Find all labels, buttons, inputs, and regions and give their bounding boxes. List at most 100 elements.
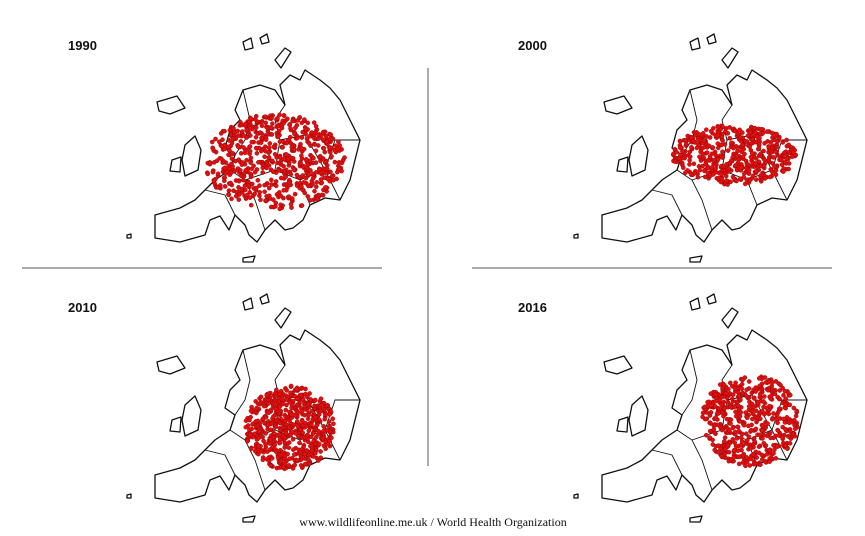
case-dot <box>299 120 305 126</box>
case-dot <box>735 148 740 154</box>
case-dot <box>775 420 780 426</box>
case-dot <box>781 393 786 398</box>
case-dot <box>248 116 254 122</box>
case-dot <box>241 145 246 150</box>
case-dot <box>714 422 720 428</box>
case-dot <box>312 130 318 136</box>
case-dot <box>302 403 307 409</box>
case-dot <box>748 446 754 451</box>
case-dot <box>328 132 333 137</box>
case-dot <box>771 155 776 160</box>
case-dot <box>758 462 763 467</box>
case-dot <box>791 150 796 156</box>
case-dot <box>767 430 773 436</box>
case-dot <box>757 432 763 438</box>
case-dot <box>248 160 253 165</box>
case-dot <box>685 133 690 139</box>
case-dot <box>715 124 721 130</box>
case-dot <box>713 415 718 420</box>
case-dot <box>309 422 314 428</box>
case-dot <box>722 451 728 457</box>
case-dot <box>717 382 723 387</box>
case-dot <box>242 121 248 127</box>
case-dot <box>744 139 750 144</box>
case-dot <box>311 454 316 459</box>
case-dot <box>749 401 755 407</box>
case-dot <box>258 140 264 146</box>
case-dot <box>207 161 213 166</box>
case-dot <box>752 439 757 444</box>
case-dot <box>309 409 314 414</box>
case-dot <box>737 419 743 424</box>
case-dot <box>291 452 297 457</box>
case-dot <box>299 203 305 208</box>
case-dot <box>229 156 235 161</box>
case-dot <box>277 155 283 160</box>
case-dot <box>260 416 266 421</box>
case-dot <box>305 120 311 126</box>
case-dot <box>324 139 330 144</box>
case-dot <box>266 145 272 151</box>
case-dot <box>241 171 247 176</box>
case-dot <box>325 441 330 447</box>
case-dot <box>719 453 724 459</box>
case-dot <box>314 179 320 185</box>
case-dot <box>728 179 733 185</box>
case-dot <box>299 408 304 414</box>
case-dot <box>311 120 317 125</box>
case-dot <box>300 173 305 178</box>
case-dot <box>307 197 313 203</box>
case-dot <box>262 182 267 188</box>
case-dot <box>313 169 319 175</box>
case-dot <box>696 138 701 143</box>
case-dot <box>285 116 290 122</box>
case-dot <box>732 404 737 410</box>
case-dot <box>273 406 279 412</box>
case-dot <box>320 435 325 441</box>
case-dot <box>734 178 739 184</box>
case-dot <box>720 386 725 391</box>
case-dot <box>733 128 738 134</box>
case-dot <box>317 167 322 172</box>
case-dot <box>715 133 720 138</box>
case-dot <box>222 184 228 189</box>
case-dot <box>730 154 736 160</box>
case-dot <box>713 398 718 404</box>
case-dot <box>728 404 733 410</box>
case-dot <box>257 183 262 188</box>
case-dot <box>780 140 786 145</box>
case-dot <box>238 139 244 144</box>
case-dot <box>772 164 777 170</box>
case-dot <box>331 421 336 426</box>
case-dot <box>749 408 755 413</box>
case-dot <box>769 383 774 389</box>
case-dot <box>263 198 268 203</box>
case-dot <box>704 150 710 155</box>
case-dot <box>329 154 334 159</box>
case-dot <box>762 375 768 380</box>
case-dot <box>311 430 316 436</box>
case-dot <box>297 115 303 120</box>
case-dot <box>260 170 265 175</box>
case-dot <box>760 428 766 433</box>
case-dot <box>792 426 798 432</box>
case-dot <box>757 383 762 389</box>
case-dot <box>703 432 709 438</box>
case-dot <box>253 135 259 140</box>
case-dot <box>723 391 729 396</box>
case-dot <box>313 434 319 440</box>
case-dot <box>702 138 707 143</box>
case-dot <box>327 145 333 151</box>
case-dot <box>318 133 324 139</box>
case-dot <box>299 153 304 158</box>
case-dot <box>243 187 248 193</box>
case-dot <box>724 162 729 167</box>
case-dot <box>708 391 714 396</box>
case-dot <box>729 140 734 145</box>
case-dot <box>700 410 706 416</box>
case-dot <box>725 442 731 448</box>
case-dot <box>268 204 274 210</box>
case-dot <box>287 433 293 438</box>
case-dot <box>302 190 307 196</box>
case-dot <box>281 156 287 162</box>
